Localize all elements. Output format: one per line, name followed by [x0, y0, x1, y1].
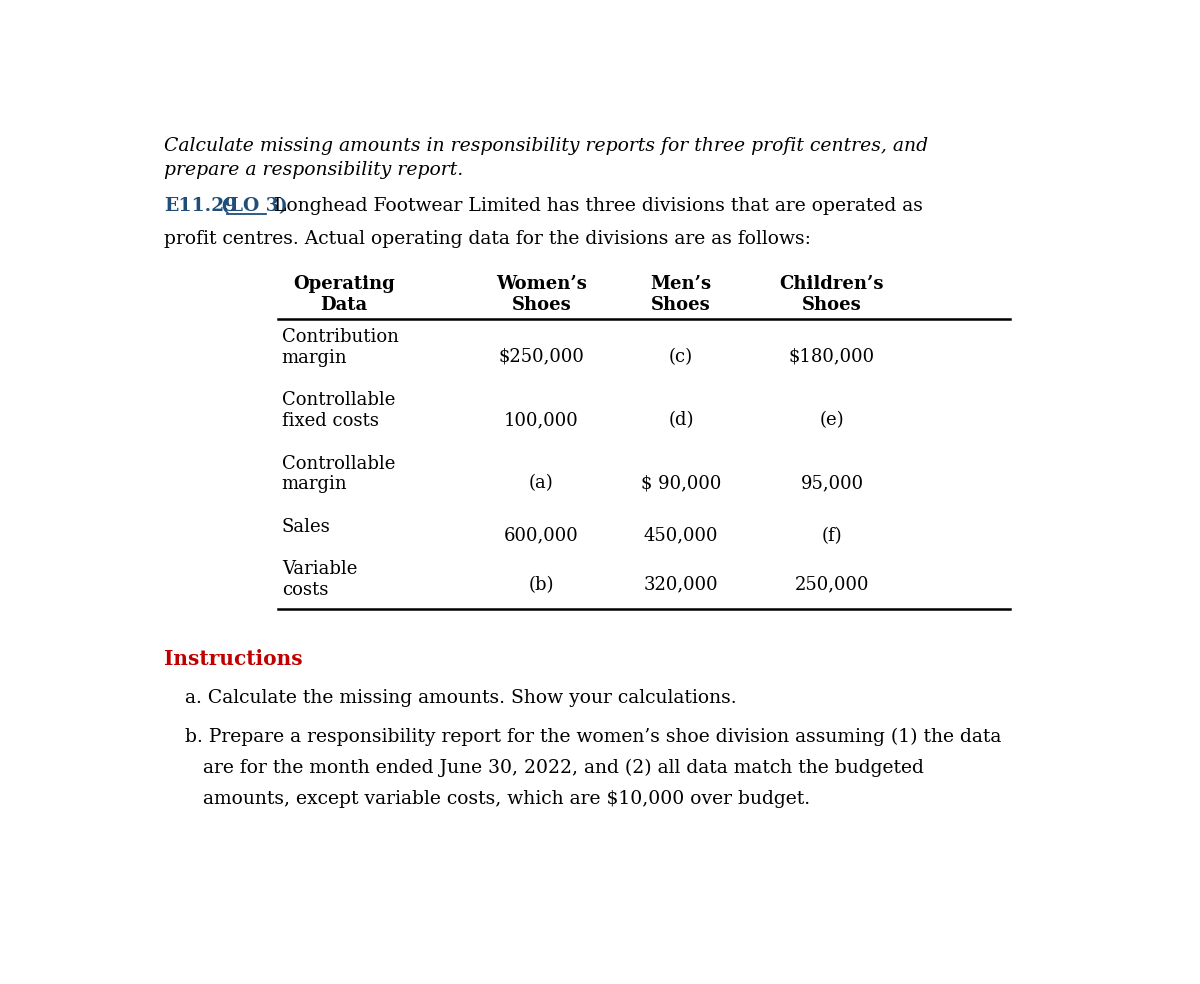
Text: (f): (f)	[822, 526, 842, 545]
Text: (d): (d)	[668, 411, 694, 429]
Text: 250,000: 250,000	[794, 576, 869, 593]
Text: 95,000: 95,000	[800, 474, 864, 492]
Text: a. Calculate the missing amounts. Show your calculations.: a. Calculate the missing amounts. Show y…	[185, 690, 737, 707]
Text: 100,000: 100,000	[504, 411, 578, 429]
Text: amounts, except variable costs, which are $10,000 over budget.: amounts, except variable costs, which ar…	[185, 789, 810, 808]
Text: E11.29: E11.29	[164, 197, 238, 215]
Text: 600,000: 600,000	[504, 526, 578, 545]
Text: profit centres. Actual operating data for the divisions are as follows:: profit centres. Actual operating data fo…	[164, 229, 811, 248]
Text: Calculate missing amounts in responsibility reports for three profit centres, an: Calculate missing amounts in responsibil…	[164, 137, 928, 154]
Text: (LO 3): (LO 3)	[221, 197, 288, 215]
Text: $250,000: $250,000	[498, 347, 584, 366]
Text: prepare a responsibility report.: prepare a responsibility report.	[164, 161, 463, 179]
Text: Operating
Data: Operating Data	[293, 276, 395, 314]
Text: 320,000: 320,000	[643, 576, 718, 593]
Text: Men’s
Shoes: Men’s Shoes	[650, 276, 712, 314]
Text: Longhead Footwear Limited has three divisions that are operated as: Longhead Footwear Limited has three divi…	[268, 197, 923, 215]
Text: Instructions: Instructions	[164, 649, 302, 669]
Text: b. Prepare a responsibility report for the women’s shoe division assuming (1) th: b. Prepare a responsibility report for t…	[185, 728, 1001, 746]
Text: Variable
costs: Variable costs	[282, 560, 358, 599]
Text: (b): (b)	[529, 576, 554, 593]
Text: Sales: Sales	[282, 518, 330, 535]
Text: Children’s
Shoes: Children’s Shoes	[780, 276, 884, 314]
Text: are for the month ended June 30, 2022, and (2) all data match the budgeted: are for the month ended June 30, 2022, a…	[185, 759, 924, 777]
Text: (e): (e)	[820, 411, 845, 429]
Text: Contribution
margin: Contribution margin	[282, 329, 398, 367]
Text: (a): (a)	[529, 474, 553, 492]
Text: (c): (c)	[668, 347, 692, 366]
Text: $ 90,000: $ 90,000	[641, 474, 721, 492]
Text: Controllable
fixed costs: Controllable fixed costs	[282, 392, 395, 430]
Text: Controllable
margin: Controllable margin	[282, 455, 395, 493]
Text: $180,000: $180,000	[788, 347, 875, 366]
Text: 450,000: 450,000	[643, 526, 718, 545]
Text: Women’s
Shoes: Women’s Shoes	[496, 276, 587, 314]
